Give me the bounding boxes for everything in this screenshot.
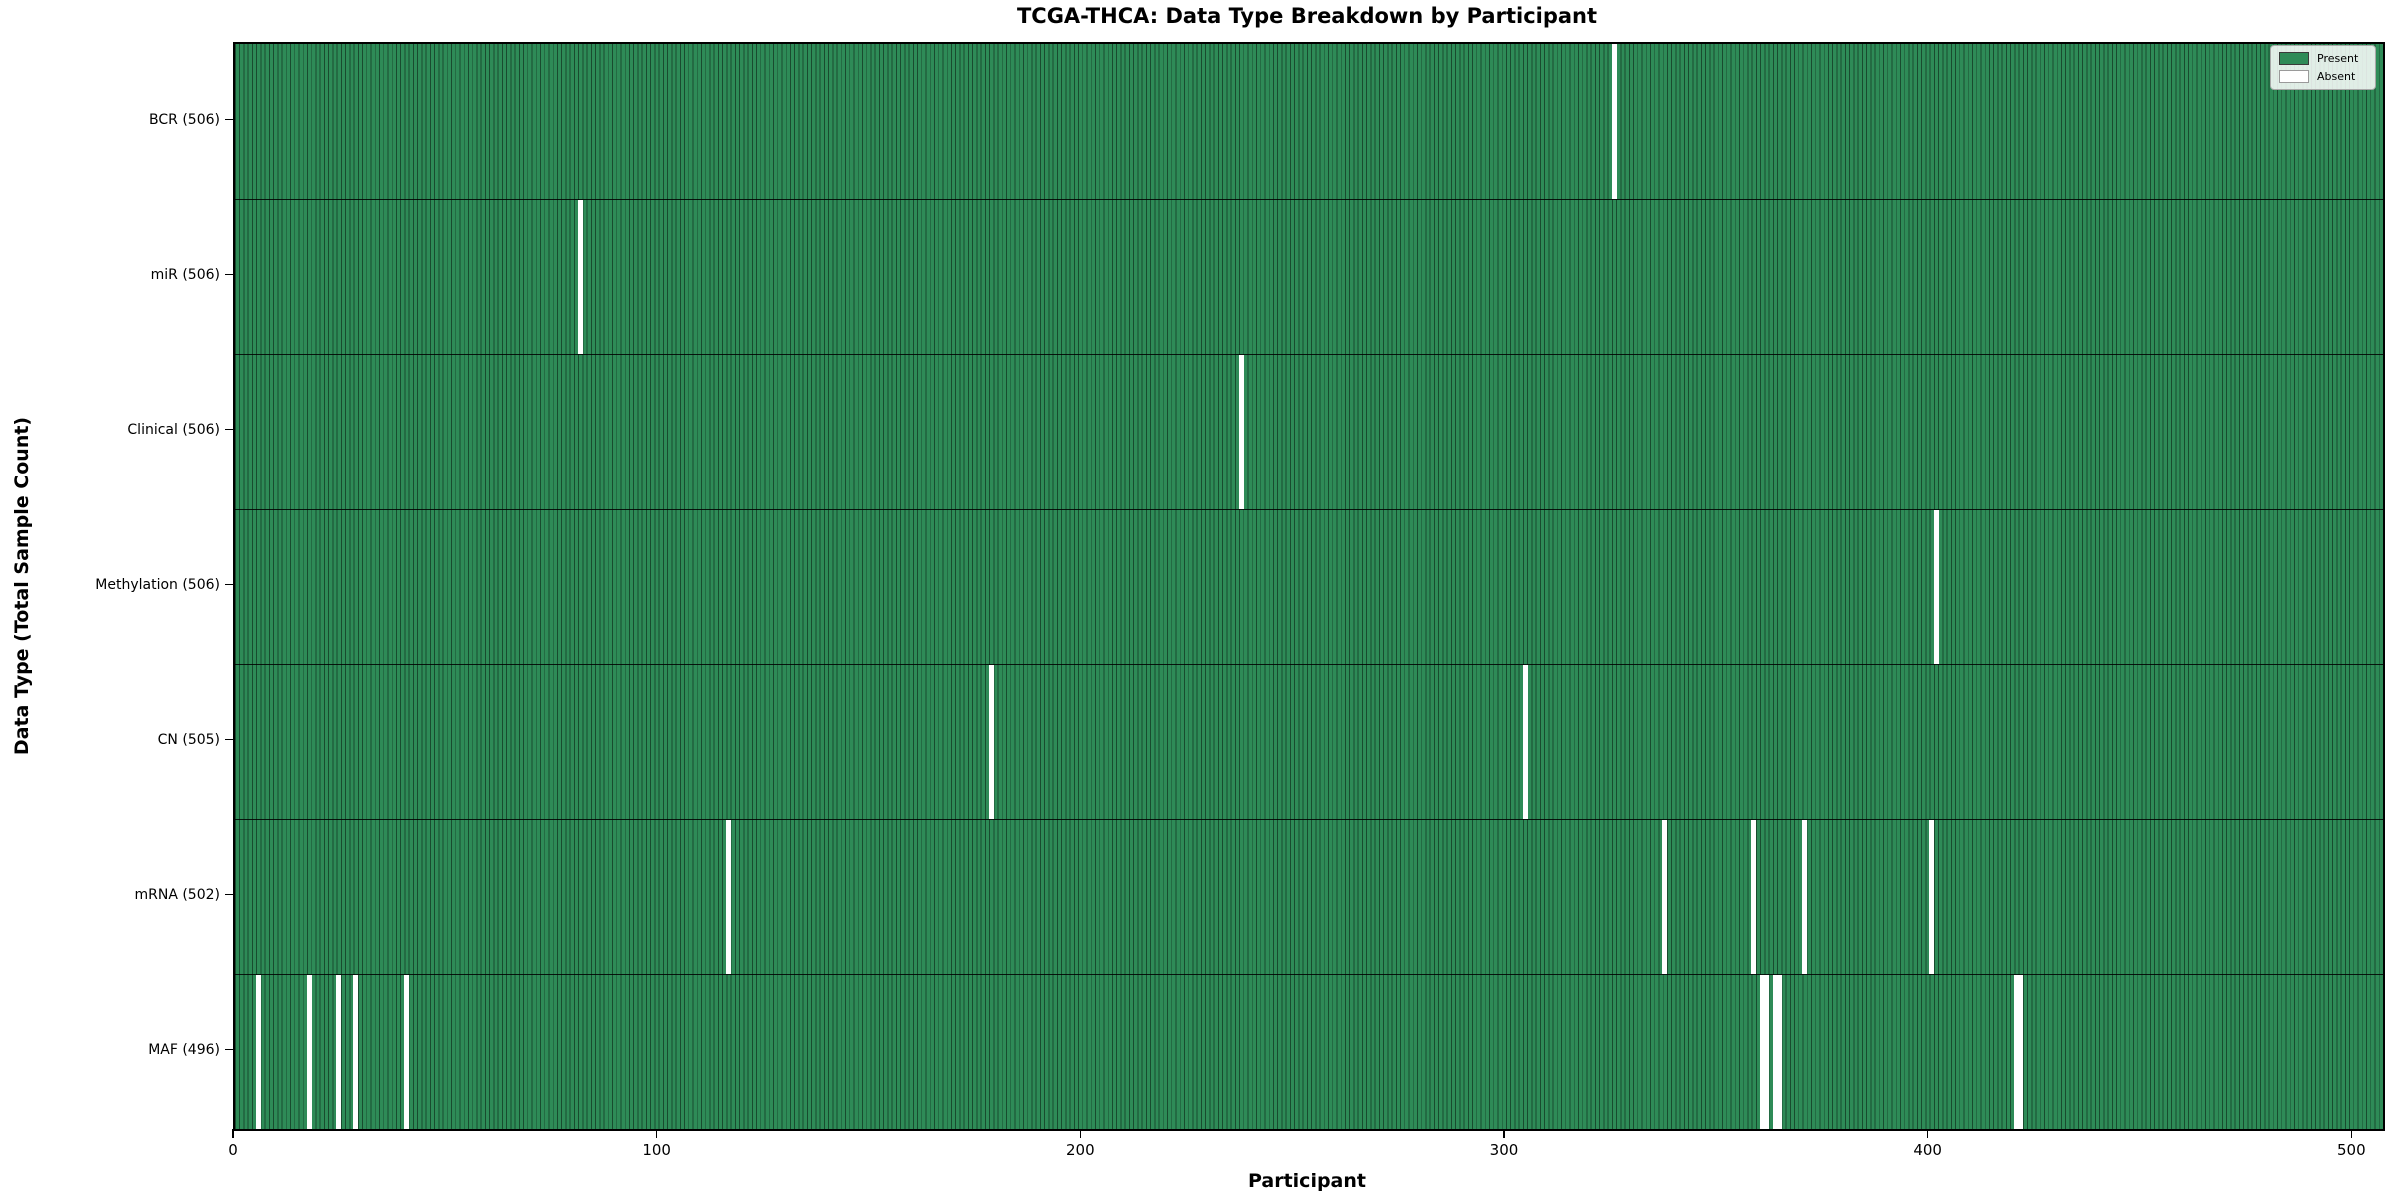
legend-absent-swatch	[2279, 70, 2309, 83]
heatmap-row-cn	[235, 664, 2383, 819]
absent-stripe	[1751, 820, 1757, 974]
x-tick-label-500: 500	[2337, 1141, 2366, 1159]
absent-stripe	[577, 200, 583, 354]
x-axis-label: Participant	[1247, 1170, 1366, 1192]
absent-stripe	[1759, 975, 1765, 1129]
absent-stripe	[1933, 510, 1939, 664]
absent-stripe	[1238, 355, 1244, 509]
absent-stripe	[1522, 665, 1528, 819]
heatmap-row-bcr	[235, 44, 2383, 199]
heatmap-row-maf	[235, 974, 2383, 1129]
x-tick-mark	[655, 1129, 658, 1138]
y-tick-mark	[225, 1048, 233, 1051]
y-tick-mark	[225, 273, 233, 276]
absent-stripe	[1929, 820, 1935, 974]
absent-stripe	[306, 975, 312, 1129]
absent-stripe	[1772, 975, 1778, 1129]
x-tick-label-200: 200	[1066, 1141, 1095, 1159]
legend-present-swatch	[2279, 52, 2309, 65]
y-tick-mark	[225, 428, 233, 431]
y-tick-mark	[225, 583, 233, 586]
absent-stripe	[988, 665, 994, 819]
y-tick-label-maf: MAF (496)	[148, 1041, 220, 1058]
x-tick-mark	[1503, 1129, 1505, 1138]
y-tick-label-clinical: Clinical (506)	[127, 421, 220, 438]
y-tick-label-mrna: mRNA (502)	[134, 886, 220, 903]
legend-entry-absent: Absent	[2279, 70, 2367, 83]
y-tick-label-mir: miR (506)	[150, 266, 220, 283]
absent-stripe	[726, 820, 732, 974]
heatmap-row-mrna	[235, 819, 2383, 974]
heatmap-row-mir	[235, 199, 2383, 354]
x-tick-label-400: 400	[1913, 1141, 1942, 1159]
x-tick-mark	[1079, 1129, 1082, 1138]
absent-stripe	[404, 975, 410, 1129]
absent-stripe	[1611, 44, 1617, 199]
absent-stripe	[2014, 975, 2020, 1129]
legend: Present Absent	[2270, 45, 2376, 90]
y-tick-label-methylation: Methylation (506)	[95, 576, 220, 593]
x-tick-label-100: 100	[642, 1141, 671, 1159]
legend-present-label: Present	[2317, 52, 2359, 65]
x-tick-mark	[1926, 1129, 1929, 1138]
legend-entry-present: Present	[2279, 52, 2367, 65]
y-tick-mark	[225, 118, 233, 121]
absent-stripe	[336, 975, 342, 1129]
heatmap-row-clinical	[235, 354, 2383, 509]
y-tick-mark	[225, 893, 233, 896]
absent-stripe	[1764, 975, 1770, 1129]
absent-stripe	[2018, 975, 2024, 1129]
x-tick-mark	[2350, 1129, 2353, 1138]
absent-stripe	[255, 975, 261, 1129]
absent-stripe	[353, 975, 359, 1129]
x-tick-label-300: 300	[1489, 1141, 1519, 1159]
y-tick-label-cn: CN (505)	[157, 731, 220, 748]
x-tick-label-0: 0	[228, 1141, 238, 1159]
plot-area	[233, 42, 2385, 1131]
chart-title: TCGA-THCA: Data Type Breakdown by Partic…	[1016, 4, 1598, 28]
y-tick-mark	[225, 738, 233, 741]
absent-stripe	[1776, 975, 1782, 1129]
legend-absent-label: Absent	[2317, 70, 2356, 83]
absent-stripe	[1662, 820, 1668, 974]
y-tick-label-bcr: BCR (506)	[149, 111, 220, 128]
heatmap-row-methylation	[235, 509, 2383, 664]
x-tick-mark	[232, 1129, 234, 1138]
absent-stripe	[1802, 820, 1808, 974]
